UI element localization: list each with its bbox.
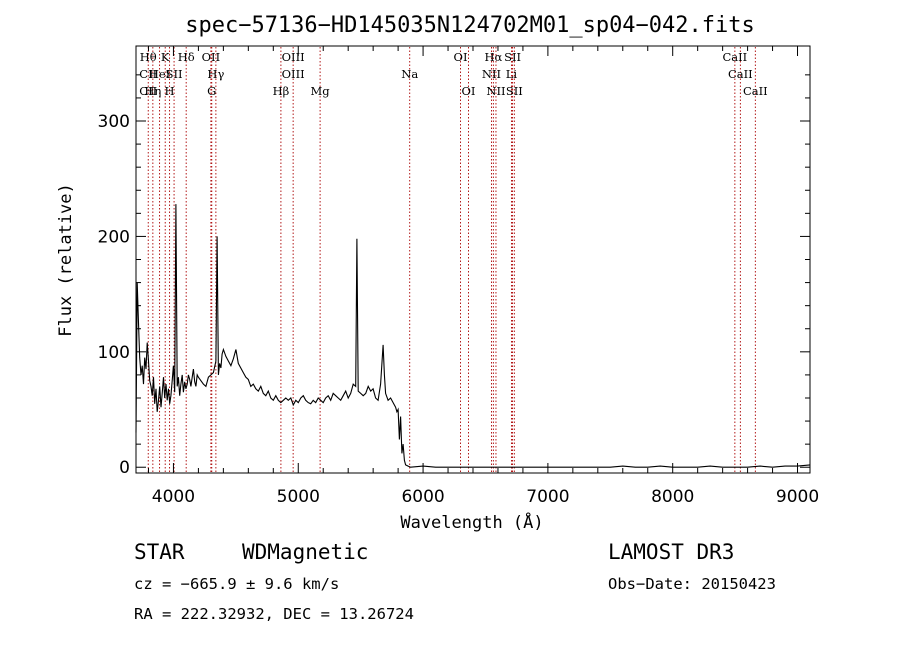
redshift-text: cz = −665.9 ± 9.6 km/s [134, 575, 339, 593]
line-label-3: Hη [144, 84, 161, 98]
line-label-22: SII [504, 50, 521, 64]
x-tick-label-4: 8000 [651, 487, 694, 507]
x-tick-label-3: 7000 [526, 487, 569, 507]
line-label-20: NII [482, 67, 501, 81]
line-label-9: OII [202, 50, 221, 64]
line-label-12: Hβ [273, 84, 290, 98]
line-label-13: OIII [282, 50, 305, 64]
line-label-6: H [165, 84, 175, 98]
object-subclass: WDMagnetic [242, 540, 368, 564]
line-label-19: Hα [484, 50, 502, 64]
x-axis-label: Wavelength (Å) [400, 511, 543, 533]
line-label-17: OI [454, 50, 468, 64]
y-tick-label-2: 200 [98, 227, 130, 247]
line-label-14: OIII [282, 67, 305, 81]
spectral-line-markers [147, 47, 756, 472]
line-label-25: CaII [722, 50, 747, 64]
line-label-15: Mg [311, 84, 331, 98]
axis-tick-labels: 4000 5000 6000 7000 8000 9000 0 100 200 300 [98, 112, 820, 507]
line-label-23: Li [506, 67, 518, 81]
axis-ticks [136, 46, 810, 473]
y-tick-label-0: 0 [119, 458, 130, 478]
line-label-27: CaII [743, 84, 768, 98]
line-label-0: Hθ [140, 50, 157, 64]
line-label-21: NII [486, 84, 505, 98]
y-tick-label-3: 300 [98, 112, 130, 132]
plot-frame [135, 45, 811, 474]
y-tick-label-1: 100 [98, 343, 130, 363]
y-axis-label: Flux (relative) [56, 183, 76, 337]
line-label-8: Hδ [178, 50, 195, 64]
line-label-11: G [207, 84, 216, 98]
chart-title: spec−57136−HD145035N124702M01_sp04−042.f… [185, 13, 755, 38]
line-label-24: SII [506, 84, 523, 98]
x-tick-label-0: 4000 [152, 487, 195, 507]
line-label-18: OI [462, 84, 476, 98]
line-label-10: Hγ [207, 67, 224, 81]
coordinates-text: RA = 222.32932, DEC = 13.26724 [134, 605, 414, 623]
x-tick-label-5: 9000 [776, 487, 819, 507]
spectrum-line [135, 204, 811, 468]
line-label-16: Na [401, 67, 418, 81]
x-tick-label-2: 6000 [401, 487, 444, 507]
line-label-4: HeI [149, 67, 170, 81]
line-label-5: K [161, 50, 170, 64]
line-label-2: CII [139, 84, 157, 98]
x-tick-label-1: 5000 [277, 487, 320, 507]
line-label-7: SII [166, 67, 183, 81]
line-label-1: CII [139, 67, 157, 81]
line-label-26: CaII [728, 67, 753, 81]
survey-name: LAMOST DR3 [608, 540, 734, 564]
obs-date-text: Obs−Date: 20150423 [608, 575, 776, 593]
object-class: STAR [134, 540, 185, 564]
